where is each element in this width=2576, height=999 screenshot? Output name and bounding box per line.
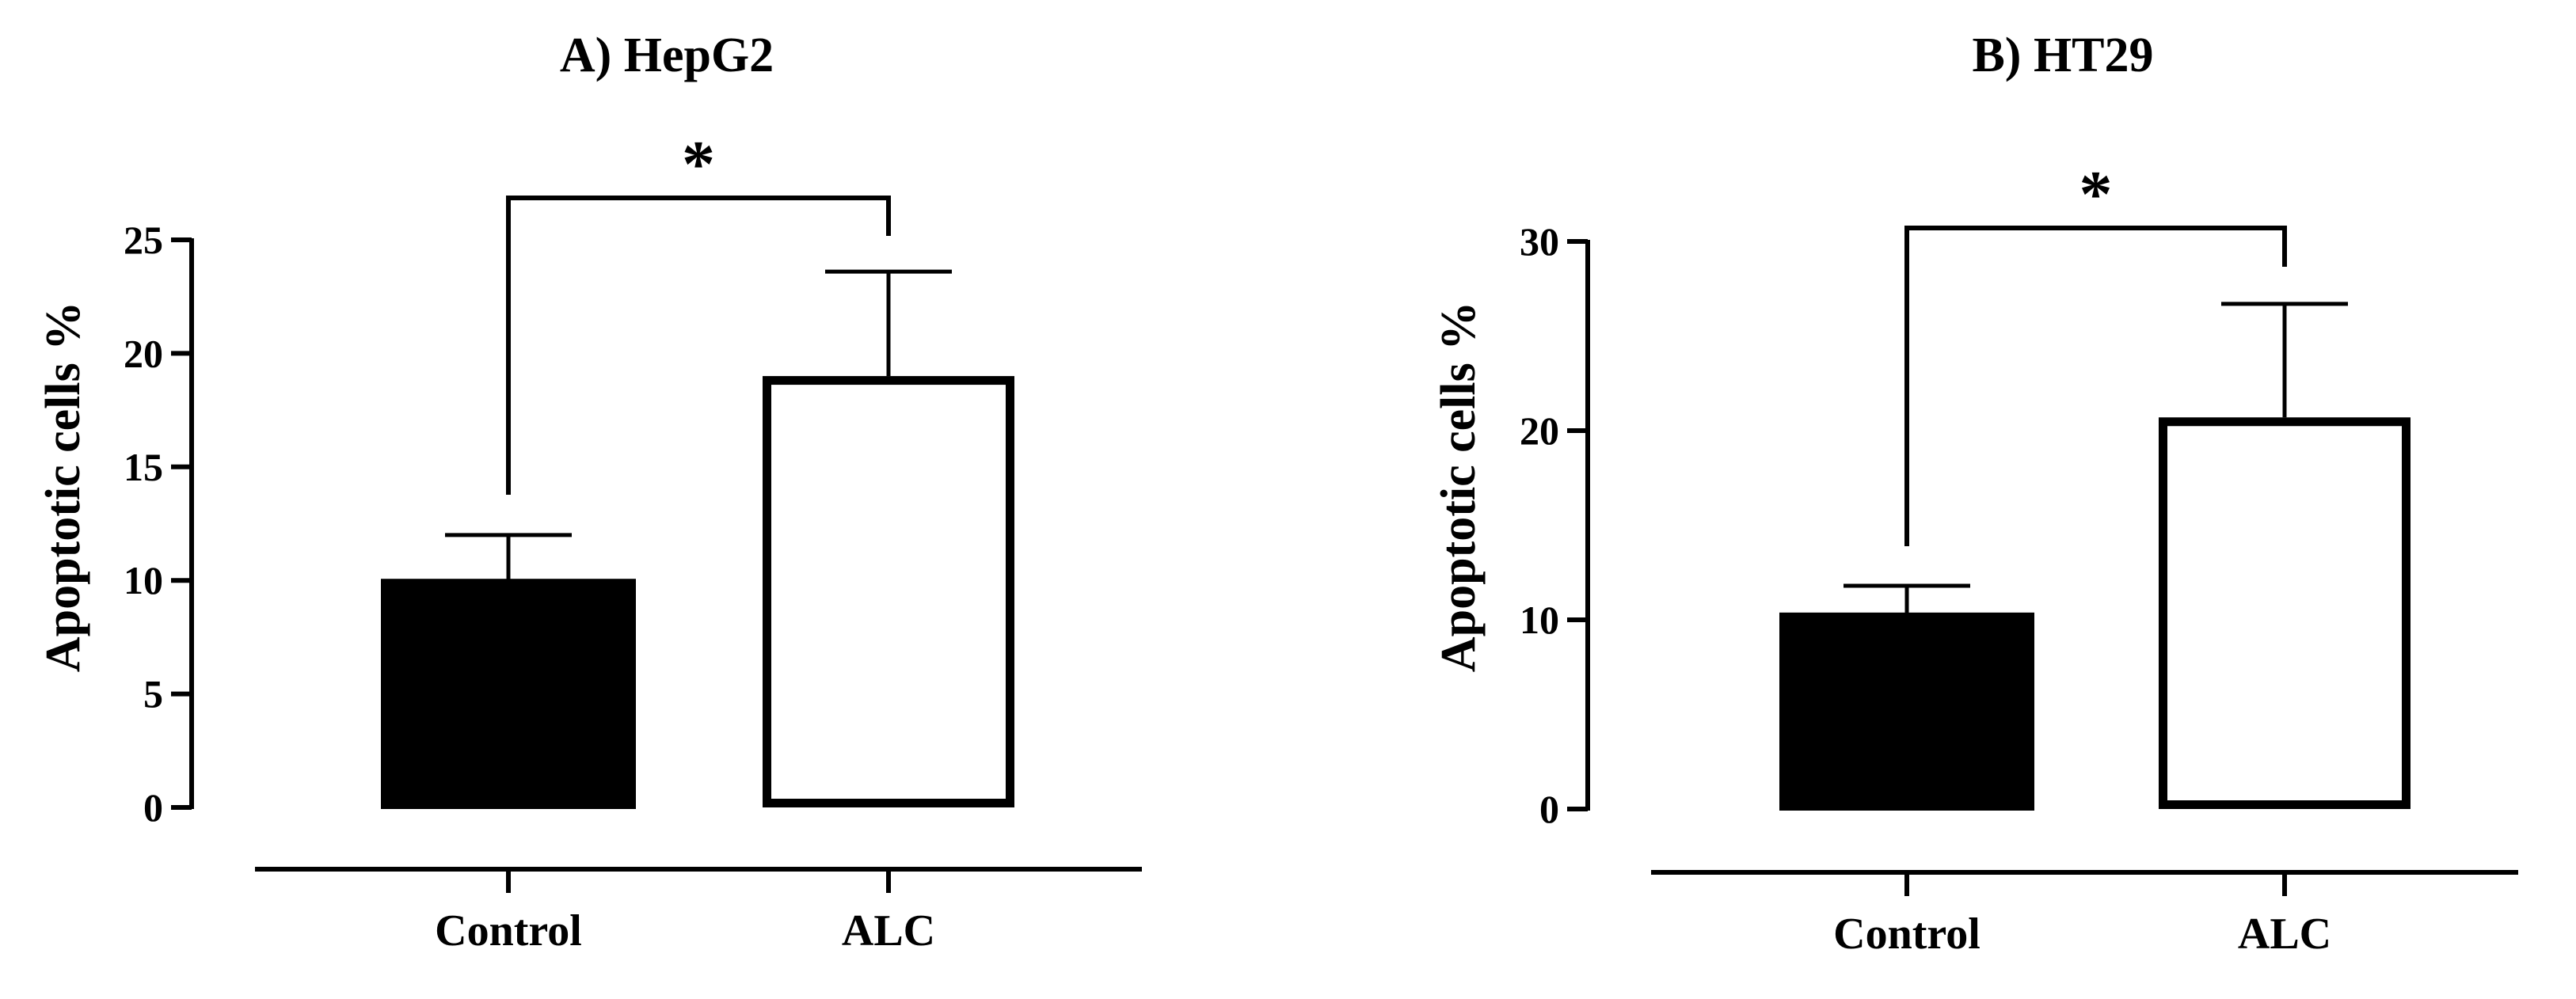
panel-a-y-tick-label: 25 [124, 218, 163, 262]
panel-b: B) HT29 Apoptotic cells % 0 10 20 30 Control… [1432, 28, 2518, 959]
panel-a-bar [763, 376, 1014, 807]
panel-a-title: A) HepG2 [560, 28, 774, 82]
panel-b-y-tick-label: 20 [1520, 408, 1559, 453]
panel-b-bar [1779, 612, 2034, 811]
panel-a-x-tick-label: Control [435, 906, 582, 955]
panel-a-plot-area: 0 5 10 15 20 25 Control ALC * [124, 127, 1142, 955]
panel-a-y-axis-label: Apoptotic cells % [36, 302, 90, 672]
panel-b-y-axis-label: Apoptotic cells % [1432, 302, 1486, 672]
panel-b-x-tick-label: Control [1833, 910, 1981, 959]
panel-a-x-tick-label: ALC [842, 906, 935, 955]
panel-b-significance-label: * [2079, 158, 2113, 231]
panel-b-title: B) HT29 [1972, 28, 2153, 82]
panel-a-y-tick-label: 20 [124, 331, 163, 375]
panel-b-y-tick-label: 30 [1520, 219, 1559, 264]
panel-a-bar [381, 579, 636, 809]
panel-a: A) HepG2 Apoptotic cells % 0 5 10 15 20 25 Con… [36, 28, 1142, 955]
panel-b-significance-bracket [1904, 226, 2287, 546]
panel-b-y-tick-label: 0 [1539, 787, 1559, 831]
panel-a-significance-label: * [682, 127, 715, 201]
panel-b-plot-area: 0 10 20 30 Control ALC * [1520, 158, 2518, 959]
panel-b-bar [2159, 417, 2410, 810]
panel-a-y-tick-label: 15 [124, 445, 163, 489]
panel-a-significance-bracket [506, 196, 891, 495]
panel-a-y-tick-label: 5 [143, 672, 163, 716]
panel-b-y-tick-label: 10 [1520, 598, 1559, 642]
panel-a-y-tick-label: 0 [143, 785, 163, 830]
panel-a-y-tick-label: 10 [124, 558, 163, 602]
panel-b-x-tick-label: ALC [2238, 910, 2331, 959]
